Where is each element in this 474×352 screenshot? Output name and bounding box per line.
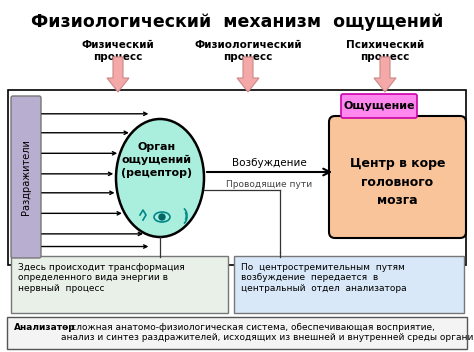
Ellipse shape [154, 212, 170, 222]
Text: Орган
ощущений
(рецептор): Орган ощущений (рецептор) [121, 142, 192, 178]
Text: Возбуждение: Возбуждение [232, 158, 307, 168]
FancyArrow shape [237, 57, 259, 92]
Text: Раздражители: Раздражители [21, 139, 31, 215]
FancyBboxPatch shape [329, 116, 466, 238]
Text: По  центростремительным  путям
возбуждение  передается  в
центральный  отдел  ан: По центростремительным путям возбуждение… [241, 263, 407, 293]
Text: Физиологический  механизм  ощущений: Физиологический механизм ощущений [31, 13, 443, 31]
Ellipse shape [116, 119, 204, 237]
Text: – сложная анатомо-физиологическая система, обеспечивающая восприятие,
анализ и с: – сложная анатомо-физиологическая систем… [61, 323, 474, 342]
FancyBboxPatch shape [7, 317, 467, 349]
FancyArrow shape [107, 57, 129, 92]
FancyArrow shape [374, 57, 396, 92]
Text: Центр в коре
головного
мозга: Центр в коре головного мозга [350, 157, 445, 207]
Text: Проводящие пути: Проводящие пути [227, 180, 312, 189]
FancyBboxPatch shape [11, 96, 41, 258]
FancyBboxPatch shape [234, 256, 464, 313]
Circle shape [159, 214, 165, 220]
Text: Ощущение: Ощущение [343, 101, 415, 111]
Text: Физиологический
процесс: Физиологический процесс [194, 40, 302, 62]
FancyBboxPatch shape [8, 90, 466, 265]
Text: Здесь происходит трансформация
определенного вида энергии в
нервный  процесс: Здесь происходит трансформация определен… [18, 263, 185, 293]
FancyBboxPatch shape [341, 94, 417, 118]
FancyBboxPatch shape [11, 256, 228, 313]
Text: Психический
процесс: Психический процесс [346, 40, 424, 62]
Text: Анализатор: Анализатор [14, 323, 76, 332]
Text: Физический
процесс: Физический процесс [82, 40, 155, 62]
